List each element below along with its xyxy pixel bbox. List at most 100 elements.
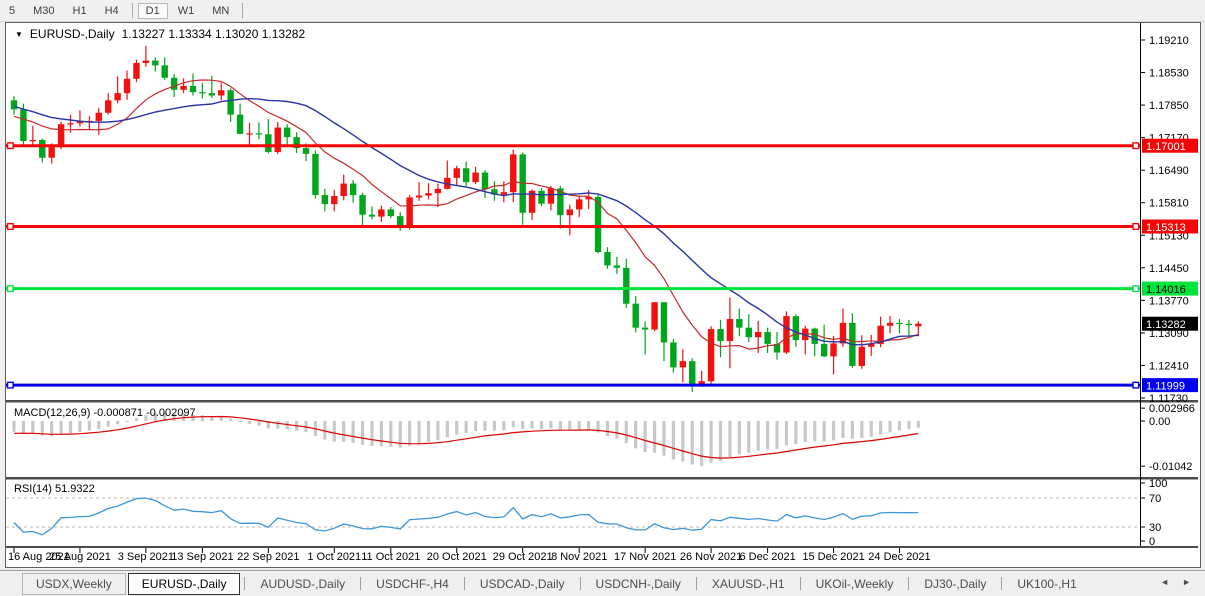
- macd-histogram-bar: [511, 421, 515, 428]
- macd-histogram-bar: [229, 418, 233, 421]
- macd-histogram-bar: [530, 421, 534, 429]
- level-anchor[interactable]: [6, 223, 14, 231]
- candle: [274, 121, 281, 154]
- macd-histogram-bar: [436, 421, 440, 440]
- tab-dj30-daily[interactable]: DJ30-,Daily: [924, 576, 987, 591]
- candle: [406, 195, 413, 230]
- candle: [425, 183, 432, 200]
- candle: [623, 258, 630, 309]
- macd-histogram-bar: [718, 421, 723, 461]
- timeframe-button-5[interactable]: 5: [9, 4, 16, 17]
- chart-dropdown-icon[interactable]: ▼: [15, 29, 23, 39]
- date-label: 29 Oct 2021: [493, 551, 553, 563]
- candle: [717, 319, 724, 358]
- macd-histogram-bar: [257, 421, 261, 426]
- candle: [679, 349, 687, 383]
- tab-audusd-daily[interactable]: AUDUSD-,Daily: [260, 576, 346, 591]
- rsi-axis-label: 70: [1149, 493, 1161, 505]
- chart-ohlc-values: 1.13227 1.13334 1.13020 1.13282: [121, 27, 306, 41]
- tab-xauusd-h1[interactable]: XAUUSD-,H1: [711, 576, 785, 591]
- candle: [905, 319, 913, 336]
- price-badge: 1.13282: [1142, 316, 1198, 331]
- tab-separator: [908, 577, 910, 590]
- level-anchor[interactable]: [6, 285, 14, 293]
- candle: [689, 358, 696, 392]
- candle: [265, 118, 272, 154]
- macd-histogram-bar: [21, 421, 26, 434]
- level-line[interactable]: [6, 142, 1140, 150]
- level-line[interactable]: [6, 223, 1140, 231]
- candle: [434, 183, 442, 208]
- macd-histogram-bar: [521, 421, 525, 429]
- tab-eurusd-daily[interactable]: EURUSD-,Daily: [127, 572, 241, 595]
- timeframe-button-h1[interactable]: H1: [72, 4, 87, 17]
- macd-histogram-bar: [12, 421, 16, 432]
- macd-histogram-bar: [483, 421, 487, 431]
- tab-usdcad-daily[interactable]: USDCAD-,Daily: [479, 576, 565, 591]
- candle: [10, 95, 18, 115]
- chart-canvas: 1.192101.185301.178501.171701.164901.158…: [6, 23, 1198, 563]
- candle: [547, 185, 555, 211]
- rsi-label: RSI(14) 51.9322: [14, 483, 95, 495]
- level-anchor[interactable]: [6, 142, 14, 150]
- timeframe-button-h4[interactable]: H4: [104, 4, 119, 17]
- candle: [312, 150, 319, 199]
- rsi-line: [13, 497, 919, 536]
- tab-ukoil-weekly[interactable]: UKOil-,Weekly: [815, 576, 894, 591]
- level-anchor[interactable]: [1132, 142, 1140, 150]
- candle: [641, 321, 649, 355]
- price-tick-label: 1.11730: [1149, 393, 1188, 405]
- level-line[interactable]: [6, 285, 1140, 293]
- candle: [896, 319, 903, 334]
- price-badge: 1.15313: [1142, 219, 1198, 234]
- tab-usdx-weekly[interactable]: USDX,Weekly: [22, 572, 126, 595]
- candle: [359, 192, 366, 228]
- timeframe-button-d1[interactable]: D1: [137, 2, 168, 19]
- candle: [500, 181, 508, 203]
- candle: [773, 331, 781, 360]
- tab-usdcnh-daily[interactable]: USDCNH-,Daily: [595, 576, 681, 591]
- macd-axis-label: 0.00: [1149, 416, 1170, 428]
- level-anchor[interactable]: [1132, 223, 1140, 231]
- macd-histogram-bar: [59, 421, 63, 435]
- macd-histogram-bar: [605, 421, 610, 436]
- macd-histogram-bar: [172, 413, 176, 421]
- timeframe-button-m30[interactable]: M30: [33, 4, 55, 17]
- macd-histogram-bar: [756, 421, 760, 451]
- timeframe-button-mn[interactable]: MN: [212, 4, 230, 17]
- toolbar-separator: [131, 3, 133, 18]
- level-line[interactable]: [6, 381, 1140, 389]
- macd-histogram-bar: [568, 421, 572, 431]
- tab-uk100-h1[interactable]: UK100-,H1: [1017, 576, 1077, 591]
- macd-histogram-bar: [276, 421, 280, 429]
- candle: [726, 297, 734, 369]
- macd-histogram-bar: [577, 421, 581, 430]
- macd-histogram-bar: [662, 421, 666, 456]
- tabs-scroll-right-icon[interactable]: ►: [1182, 577, 1191, 587]
- candle: [105, 93, 112, 115]
- date-label: 24 Dec 2021: [868, 551, 930, 563]
- macd-histogram-bar: [690, 421, 694, 465]
- horizontal-levels: [6, 142, 1140, 389]
- candle: [170, 73, 178, 97]
- level-anchor[interactable]: [1132, 285, 1140, 293]
- candle: [95, 107, 102, 135]
- price-badge: 1.17001: [1142, 138, 1198, 153]
- macd-histogram-bar: [737, 421, 741, 455]
- candle: [321, 188, 329, 212]
- candle: [462, 161, 470, 186]
- candle: [20, 103, 27, 145]
- macd-histogram-bar: [652, 421, 657, 453]
- level-anchor[interactable]: [1132, 381, 1140, 389]
- candle: [331, 189, 338, 212]
- macd-histogram-bar: [370, 421, 374, 447]
- timeframe-button-w1[interactable]: W1: [177, 4, 195, 17]
- macd-histogram-bar: [125, 421, 129, 422]
- price-tick-label: 1.13770: [1149, 295, 1189, 307]
- tabs-scroll-left-icon[interactable]: ◄: [1160, 577, 1170, 587]
- candle: [651, 301, 658, 332]
- level-anchor[interactable]: [6, 381, 14, 389]
- tab-usdchf-h4[interactable]: USDCHF-,H4: [376, 576, 449, 591]
- macd-histogram-bar: [219, 416, 223, 421]
- candle: [368, 206, 376, 220]
